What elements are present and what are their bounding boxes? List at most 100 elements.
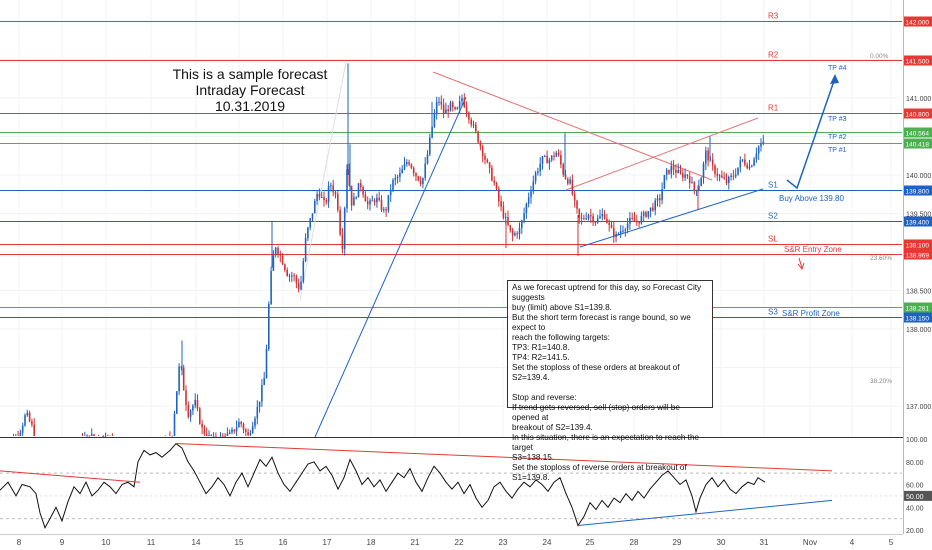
- annotation-line: In this situation, there is an expectati…: [512, 433, 700, 452]
- candle-body: [587, 215, 590, 219]
- candle-body: [755, 153, 758, 160]
- candle-body: [539, 163, 541, 172]
- candle-body: [461, 98, 463, 102]
- candle-body: [659, 198, 661, 201]
- candle-body: [562, 164, 564, 175]
- candle-body: [281, 255, 284, 265]
- level-price-tag: [904, 138, 932, 149]
- candle-body: [272, 255, 275, 271]
- candle-body: [656, 198, 659, 201]
- oscillator-downtrend-left: [0, 470, 141, 483]
- candle-body: [730, 175, 732, 177]
- candle-body: [544, 155, 546, 157]
- candle-body: [454, 107, 456, 110]
- candle-body: [553, 155, 555, 157]
- candle-body: [507, 217, 509, 225]
- candle-body: [185, 390, 187, 406]
- level-price-tag-label: 142.000: [906, 20, 930, 27]
- downtrend-line: [432, 71, 713, 181]
- forecast-arrow-head: [830, 74, 839, 84]
- candle-body: [394, 177, 397, 180]
- candle-body: [265, 348, 268, 379]
- candle-body: [698, 186, 700, 191]
- candle-body: [447, 109, 449, 112]
- candle-body: [348, 169, 351, 186]
- level-price-tag: [904, 249, 932, 260]
- candle-body: [590, 215, 592, 217]
- candle-body: [277, 247, 279, 255]
- candle-body: [645, 212, 647, 217]
- price-tick-label: 139.500: [906, 212, 931, 219]
- candle-body: [672, 165, 675, 170]
- candle-body: [615, 233, 617, 237]
- candle-body: [337, 194, 339, 210]
- price-tick-label: 138.500: [906, 289, 931, 296]
- candle-body: [537, 171, 539, 173]
- oscillator-background: [0, 438, 903, 534]
- candle-body: [371, 200, 374, 202]
- candle-body: [316, 193, 318, 201]
- candle-body: [178, 366, 180, 392]
- candle-body: [737, 167, 739, 175]
- candle-body: [702, 163, 705, 179]
- candle-body: [665, 169, 668, 176]
- candle-body: [686, 174, 689, 177]
- candle-body: [498, 189, 500, 202]
- candle-body: [550, 155, 553, 160]
- candle-body: [415, 173, 417, 177]
- fib-label: 38.20%: [870, 378, 892, 385]
- candle-body: [472, 124, 475, 126]
- candle-body: [194, 399, 196, 406]
- candle-body: [387, 195, 390, 211]
- time-tick-label: 25: [586, 538, 595, 547]
- oscillator-line: [0, 442, 766, 529]
- level-price-tag: [904, 216, 932, 227]
- level-name: R1: [768, 104, 779, 113]
- candle-body: [357, 183, 360, 198]
- candle-body: [557, 152, 560, 156]
- candle-body: [516, 233, 518, 235]
- candle-body: [479, 142, 482, 147]
- candle-body: [86, 435, 88, 437]
- candle-body: [210, 435, 213, 437]
- candle-body: [500, 201, 502, 207]
- candle-body: [104, 435, 107, 437]
- candle-body: [716, 173, 719, 176]
- candle-body: [208, 435, 210, 437]
- time-tick-label: 16: [279, 538, 288, 547]
- candle-body: [679, 170, 682, 174]
- entry-zone-label: S&R Entry Zone: [784, 245, 842, 254]
- time-tick-label: 18: [367, 538, 376, 547]
- candle-body: [585, 218, 587, 220]
- candle-body: [619, 231, 622, 234]
- candle-body: [334, 192, 337, 195]
- level-name: S2: [768, 212, 778, 221]
- candle-body: [751, 165, 753, 167]
- oscillator-downtrend: [175, 443, 833, 472]
- candle-body: [433, 113, 436, 127]
- candle-body: [403, 164, 406, 170]
- candle-body: [684, 174, 686, 178]
- annotation-line: Set the stoploss of these orders at brea…: [512, 363, 680, 382]
- time-tick-label: 24: [543, 538, 552, 547]
- candle-body: [438, 101, 440, 103]
- level-price-tag: [904, 185, 932, 196]
- candle-body: [571, 179, 574, 194]
- candle-body: [695, 190, 698, 192]
- candle-body: [757, 146, 760, 154]
- candle-body: [502, 206, 505, 218]
- candle-body: [629, 217, 631, 224]
- candle-body: [422, 178, 424, 185]
- candle-body: [383, 209, 385, 211]
- candle-body: [399, 173, 401, 177]
- candle-body: [564, 174, 567, 179]
- candle-body: [318, 193, 321, 198]
- candle-body: [88, 435, 91, 437]
- candle-body: [258, 401, 261, 407]
- candle-body: [203, 427, 206, 434]
- candle-body: [21, 425, 24, 433]
- time-tick-label: 31: [760, 538, 769, 547]
- candle-body: [465, 107, 468, 113]
- level-name: R2: [768, 51, 779, 60]
- price-tick-label: 141.000: [906, 96, 931, 103]
